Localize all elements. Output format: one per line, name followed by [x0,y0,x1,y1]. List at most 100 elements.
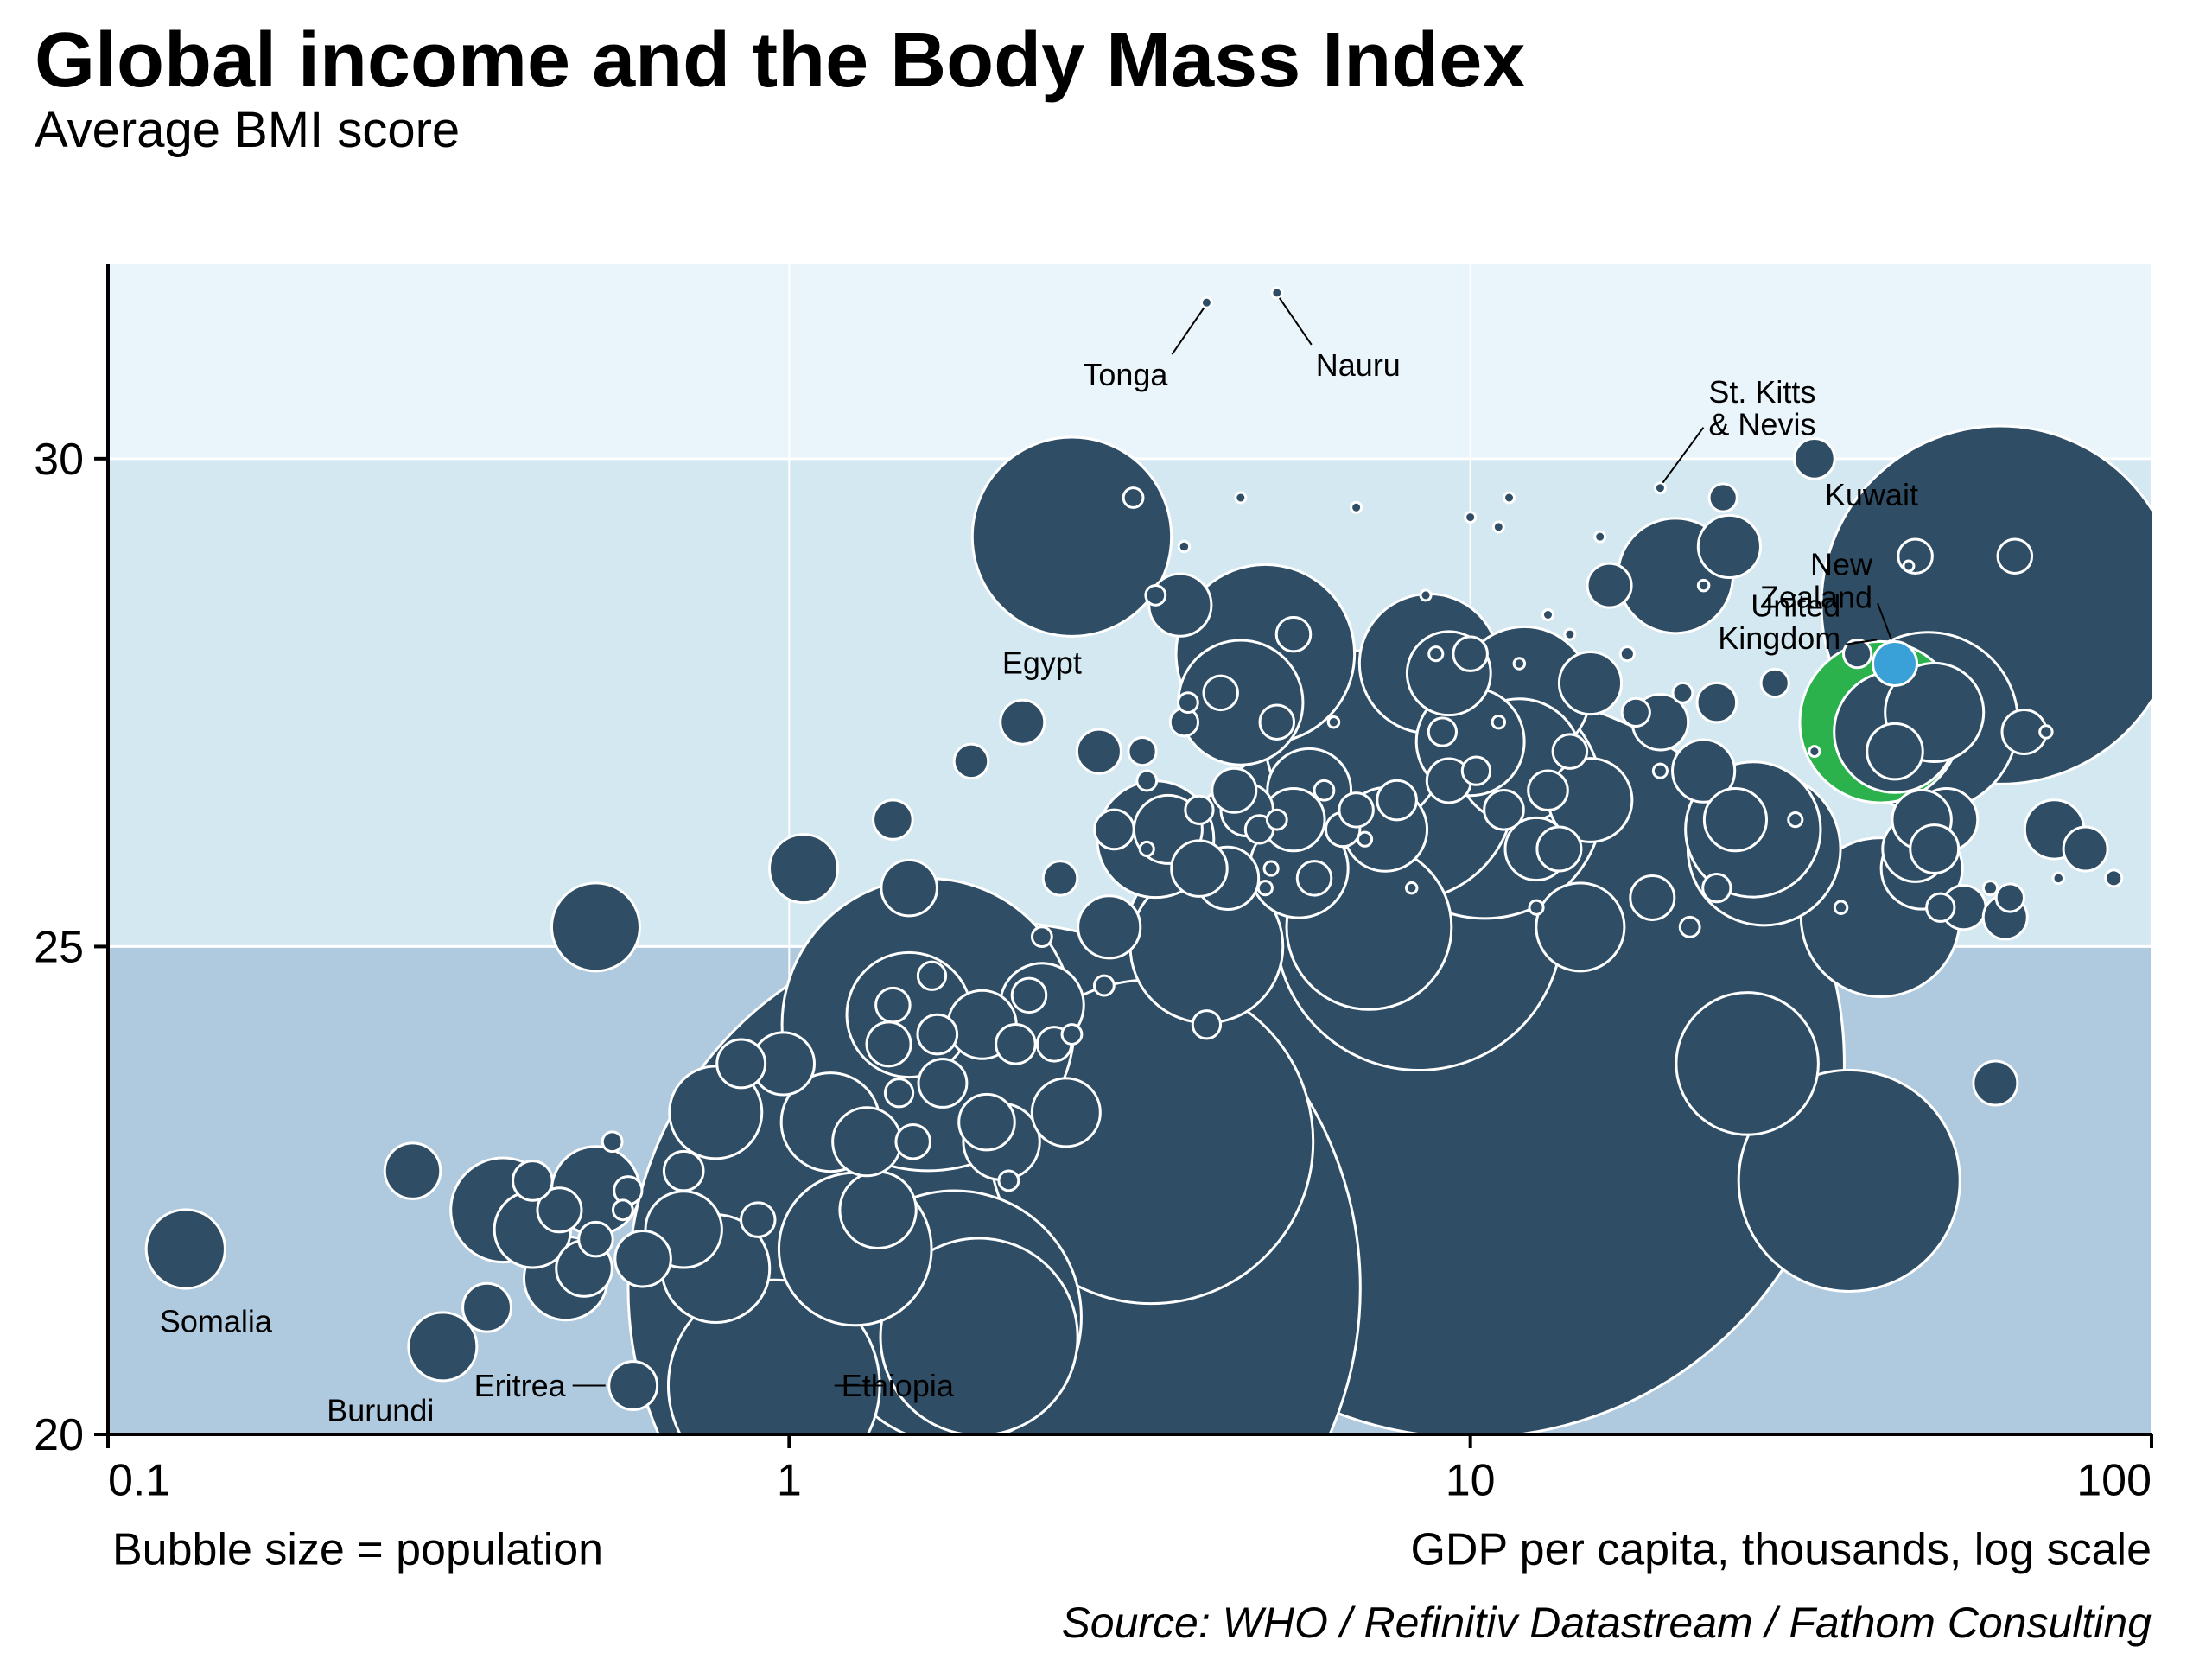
y-tick-label: 20 [34,1410,84,1460]
bubble [1078,896,1141,958]
annotation-label: Kuwait [1825,477,1918,512]
bubble [1680,917,1700,937]
bubble [1542,610,1553,620]
chart-subtitle: Average BMI score [35,102,460,158]
bubble [551,883,639,971]
bubble [1484,791,1524,830]
bubble [385,1143,441,1199]
bubble [1043,861,1077,896]
source-text: Source: WHO / Refinitiv Datastream / Fat… [1061,1599,2152,1647]
bubble [954,744,988,779]
bubble [1236,493,1246,503]
bubble [513,1161,553,1201]
bubble [1357,832,1371,846]
bubble [146,1210,225,1288]
chart-title: Global income and the Body Mass Index [35,17,1525,104]
bubble [1703,874,1731,902]
bubble [876,988,911,1022]
bubble [1429,647,1443,661]
chart-container: SomaliaBurundiEritreaEthiopiaTongaNauruS… [0,0,2212,1672]
y-tick-label: 30 [34,435,84,485]
bubble [2106,870,2122,887]
bubble [1465,512,1476,523]
bubble [1630,875,1675,919]
bubble [999,1171,1019,1191]
bubble [1998,539,2032,574]
bubble [1622,698,1649,726]
bubble [1032,927,1052,947]
bubble [1276,617,1311,652]
bubble [1462,757,1490,785]
bubble [881,860,938,916]
annotation-label: Nauru [1316,347,1401,383]
bubble [1258,881,1272,895]
bubble [1212,768,1256,812]
y-tick-label: 25 [34,923,84,973]
bubble [463,1283,512,1332]
bubble [1140,842,1154,855]
bubble [1267,810,1287,830]
bubble [1910,825,1959,874]
bubble [609,1362,658,1410]
bubble [1128,737,1156,765]
bubble [1620,647,1634,661]
x-axis-label: GDP per capita, thousands, log scale [1410,1525,2152,1575]
bubble [1872,641,1916,685]
annotation-label: Eritrea [474,1368,567,1403]
bubble [1587,563,1631,607]
annotation-label: Egypt [1002,645,1082,681]
bubble [1673,683,1693,702]
bubble [1653,764,1667,778]
bubble [1032,1078,1100,1147]
bubble [1709,484,1737,512]
bubble [1974,1061,2018,1105]
bubble [896,1124,931,1159]
bubble [1676,993,1818,1135]
bubble [1492,715,1504,728]
bubble [1146,586,1166,606]
bubble [1529,771,1568,811]
bubble [1012,978,1046,1013]
bubble [602,1132,622,1152]
bubble [1185,796,1213,823]
bubble [1094,976,1114,995]
annotation-label: Tonga [1083,357,1168,392]
bubble [615,1230,671,1287]
annotation-label: Ethiopia [842,1368,955,1403]
bubble [1204,676,1238,710]
bubble [1834,901,1847,913]
bubble [1297,861,1332,896]
bubble [840,1172,916,1248]
bubble [613,1200,632,1220]
bubble [1761,669,1789,696]
bubble [874,800,913,840]
bubble [1421,590,1431,601]
bubble [1927,893,1955,921]
bubble [1077,729,1121,773]
bubble [1172,841,1228,897]
bubble [1123,488,1143,508]
bubble [1698,580,1708,590]
bubble [1178,693,1198,713]
bubble [1698,515,1760,577]
bubble [1260,705,1294,740]
bubble [972,437,1171,636]
bubble [1351,502,1362,512]
bubble [2063,827,2107,871]
bubble [1272,288,1282,298]
bubble [959,1094,1015,1150]
bubble [996,1025,1036,1065]
bubble [579,1222,613,1256]
bubble [918,1059,967,1108]
bubble [918,1014,957,1054]
bubble [1537,827,1581,871]
bubble [1339,793,1374,828]
x-tick-label: 100 [2076,1456,2152,1506]
bubble [1137,771,1157,791]
bubble [885,1079,912,1107]
bubble [1559,652,1621,714]
bubble [1536,883,1624,971]
bubble [1655,483,1665,493]
bubble [1996,884,2024,912]
annotation-label: Somalia [160,1303,273,1338]
